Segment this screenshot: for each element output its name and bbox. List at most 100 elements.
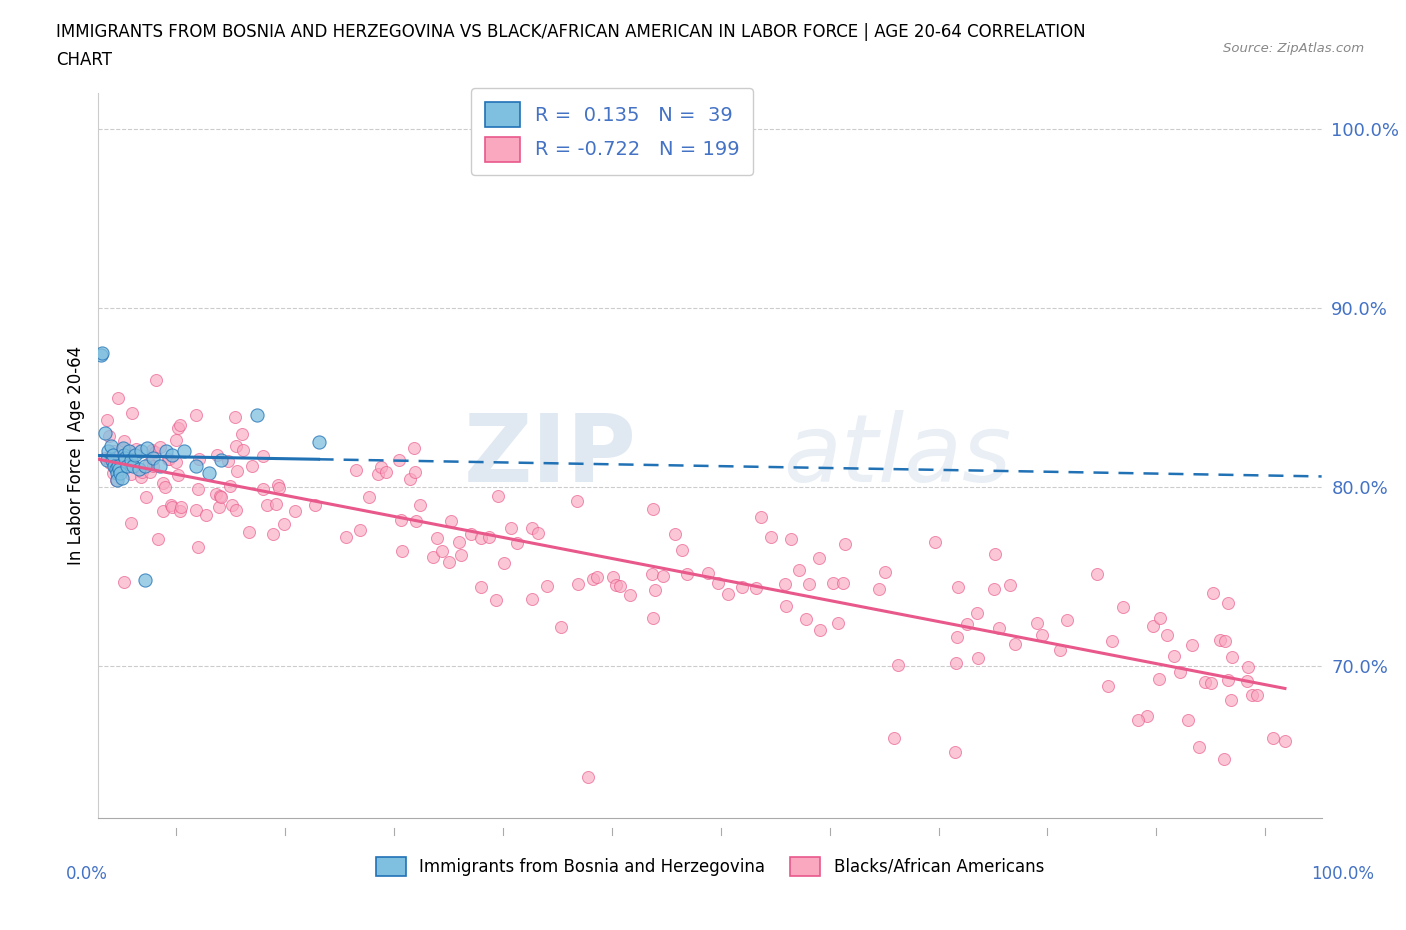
- Point: [165, 432, 187, 447]
- Point: [998, 578, 1021, 592]
- Point: [256, 498, 278, 513]
- Y-axis label: In Labor Force | Age 20-64: In Labor Force | Age 20-64: [66, 346, 84, 565]
- Point: [370, 459, 392, 474]
- Point: [262, 526, 284, 541]
- Point: [409, 498, 432, 513]
- Point: [100, 453, 122, 468]
- Point: [367, 467, 389, 482]
- Text: IMMIGRANTS FROM BOSNIA AND HERZEGOVINA VS BLACK/AFRICAN AMERICAN IN LABOR FORCE : IMMIGRANTS FROM BOSNIA AND HERZEGOVINA V…: [56, 23, 1085, 41]
- Point: [184, 503, 207, 518]
- Point: [1213, 634, 1236, 649]
- Point: [485, 592, 508, 607]
- Point: [550, 620, 572, 635]
- Point: [794, 612, 817, 627]
- Point: [100, 438, 122, 453]
- Point: [107, 458, 129, 473]
- Point: [576, 770, 599, 785]
- Point: [148, 440, 170, 455]
- Point: [148, 531, 170, 546]
- Point: [984, 547, 1007, 562]
- Point: [1163, 648, 1185, 663]
- Point: [643, 501, 665, 516]
- Point: [967, 651, 990, 666]
- Point: [983, 582, 1005, 597]
- Point: [187, 482, 209, 497]
- Point: [129, 470, 152, 485]
- Point: [641, 611, 664, 626]
- Point: [697, 565, 720, 580]
- Point: [1085, 566, 1108, 581]
- Point: [605, 578, 627, 592]
- Point: [160, 499, 183, 514]
- Point: [118, 444, 141, 458]
- Point: [869, 581, 891, 596]
- Point: [1199, 675, 1222, 690]
- Point: [115, 458, 138, 473]
- Point: [1188, 739, 1211, 754]
- Point: [269, 481, 291, 496]
- Point: [966, 605, 988, 620]
- Point: [823, 576, 845, 591]
- Point: [745, 580, 768, 595]
- Point: [96, 453, 118, 468]
- Point: [209, 453, 232, 468]
- Point: [97, 444, 120, 458]
- Point: [357, 489, 380, 504]
- Point: [582, 572, 605, 587]
- Point: [751, 510, 773, 525]
- Point: [440, 513, 463, 528]
- Point: [432, 543, 454, 558]
- Point: [97, 429, 120, 444]
- Point: [389, 512, 412, 527]
- Point: [160, 447, 183, 462]
- Point: [208, 499, 231, 514]
- Point: [218, 479, 240, 494]
- Point: [98, 456, 121, 471]
- Point: [664, 527, 686, 542]
- Legend: Immigrants from Bosnia and Herzegovina, Blacks/African Americans: Immigrants from Bosnia and Herzegovina, …: [370, 850, 1050, 883]
- Point: [120, 466, 142, 481]
- Point: [1236, 673, 1258, 688]
- Point: [138, 455, 160, 470]
- Point: [160, 498, 183, 512]
- Point: [1220, 650, 1243, 665]
- Point: [834, 537, 856, 551]
- Point: [527, 526, 550, 541]
- Point: [1128, 712, 1150, 727]
- Point: [1049, 643, 1071, 658]
- Point: [789, 563, 811, 578]
- Point: [264, 497, 287, 512]
- Point: [136, 440, 159, 455]
- Point: [169, 418, 191, 432]
- Point: [924, 535, 946, 550]
- Text: 0.0%: 0.0%: [66, 865, 108, 883]
- Point: [134, 458, 156, 473]
- Point: [426, 531, 449, 546]
- Point: [1149, 610, 1171, 625]
- Point: [139, 465, 162, 480]
- Point: [105, 472, 128, 487]
- Point: [405, 513, 427, 528]
- Point: [128, 461, 150, 476]
- Point: [399, 472, 422, 486]
- Point: [671, 542, 693, 557]
- Point: [120, 453, 142, 468]
- Point: [808, 623, 831, 638]
- Point: [797, 577, 820, 591]
- Point: [759, 530, 782, 545]
- Point: [121, 405, 143, 420]
- Point: [111, 442, 134, 457]
- Point: [94, 450, 117, 465]
- Point: [404, 465, 426, 480]
- Point: [585, 569, 607, 584]
- Point: [1097, 679, 1119, 694]
- Point: [886, 658, 908, 673]
- Point: [1156, 628, 1178, 643]
- Point: [1112, 600, 1135, 615]
- Point: [520, 591, 543, 606]
- Point: [105, 472, 128, 487]
- Point: [124, 447, 146, 462]
- Point: [252, 482, 274, 497]
- Point: [1031, 628, 1053, 643]
- Point: [335, 529, 357, 544]
